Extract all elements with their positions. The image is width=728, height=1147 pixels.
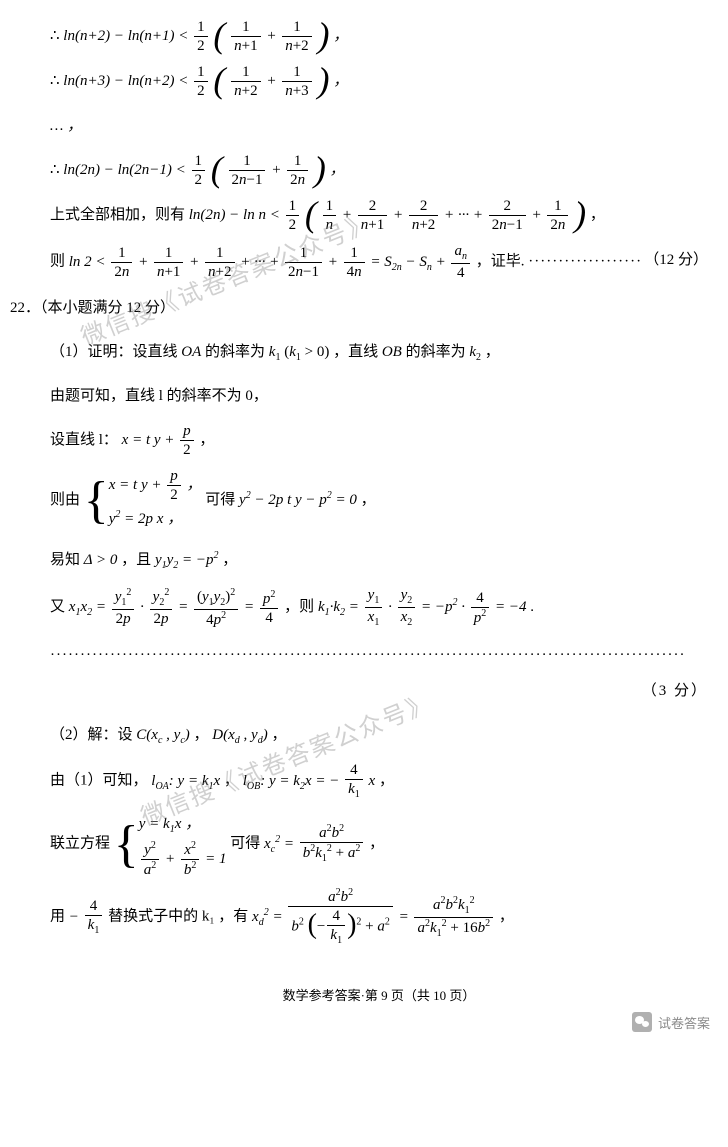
math-line-3: … ，: [50, 108, 708, 144]
line11-prefix: 易知: [50, 552, 84, 568]
math-line-15: 联立方程 { y = k1x ， y2a2 + x2b2 = 1 可得 xc2 …: [50, 809, 708, 879]
wechat-watermark: 试卷答案: [632, 1012, 710, 1032]
line16-prefix: 用: [50, 909, 69, 925]
line16-mid: 替换式子中的 k₁ ，有: [108, 909, 252, 925]
math-line-8: 由题可知，直线 l 的斜率不为 0，: [50, 378, 708, 414]
question-22-heading: 22．（本小题满分 12 分）: [10, 290, 708, 326]
line5-prefix: 上式全部相加，则有: [50, 207, 189, 223]
dotted-separator: ········································…: [50, 637, 708, 709]
math-line-7: （1）证明：设直线 OA 的斜率为 k1 (k1 > 0) ，直线 OB 的斜率…: [50, 334, 708, 370]
page-body: 微信搜《试卷答案公众号》 微信搜《试卷答案公众号》 ∴ ln(n+2) − ln…: [0, 0, 728, 1044]
line15-mid: 可得: [230, 836, 264, 852]
wechat-label: 试卷答案: [658, 1013, 710, 1032]
math-line-4: ∴ ln(2n) − ln(2n−1) < 12 ( 12n−1 + 12n )…: [50, 152, 708, 189]
line10-prefix: 则由: [50, 492, 84, 508]
line15-prefix: 联立方程: [50, 836, 114, 852]
line9-prefix: 设直线 l：: [50, 432, 118, 448]
page-footer: 数学参考答案·第 9 页（共 10 页）: [50, 955, 708, 1004]
math-line-10: 则由 { x = t y + p2 ， y2 = 2p x ， 可得 y2 − …: [50, 467, 708, 534]
score-12: （12 分）: [644, 242, 708, 278]
math-line-13: （2）解：设 C(xc , yc) ， D(xd , yd) ，: [50, 717, 708, 753]
math-line-1: ∴ ln(n+2) − ln(n+1) < 12 ( 1n+1 + 1n+2 )…: [50, 18, 708, 55]
line6-prefix: 则: [50, 254, 69, 270]
line6-suffix: 证毕.: [491, 254, 525, 270]
math-line-16: 用 − 4k1 替换式子中的 k₁ ，有 xd2 = a2b2 b2 (−4k1…: [50, 887, 708, 947]
wechat-icon: [632, 1012, 652, 1032]
math-line-9: 设直线 l： x = t y + p2 ，: [50, 422, 708, 459]
line12-prefix: 又: [50, 599, 69, 615]
math-line-6: 则 ln 2 < 12n + 1n+1 + 1n+2 + ··· + 12n−1…: [50, 242, 708, 282]
math-line-5: 上式全部相加，则有 ln(2n) − ln n < 12 ( 1n + 2n+1…: [50, 197, 708, 234]
math-line-14: 由（1）可知， lOA: y = k1x ， lOB: y = k2x = − …: [50, 761, 708, 801]
math-line-2: ∴ ln(n+3) − ln(n+2) < 12 ( 1n+2 + 1n+3 )…: [50, 63, 708, 100]
math-line-11: 易知 Δ > 0 ，且 y1y2 = −p2 ，: [50, 542, 708, 578]
math-line-12: 又 x1x2 = y122p · y222p = (y1y2)24p2 = p2…: [50, 586, 708, 629]
line10-mid: 可得: [205, 492, 239, 508]
line14-prefix: 由（1）可知，: [50, 773, 148, 789]
score-3: （3 分）: [642, 673, 708, 709]
